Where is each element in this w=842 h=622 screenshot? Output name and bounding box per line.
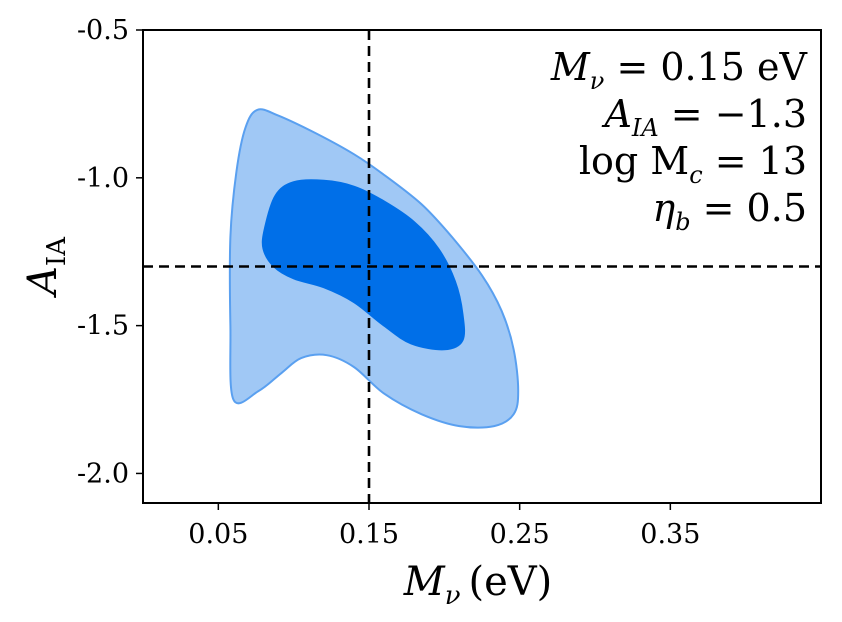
x-axis-ticks: 0.05 0.15 0.25 0.35: [188, 503, 700, 550]
contour-layer: [228, 108, 520, 429]
contour-inner: [261, 179, 466, 351]
y-axis-label: AIA: [20, 236, 72, 299]
x-tick-label: 0.15: [339, 519, 399, 550]
y-tick-label: -1.5: [77, 311, 129, 342]
annotation-line: AIA = −1.3: [601, 92, 807, 142]
x-axis-label: Mν (eV): [403, 559, 553, 611]
x-tick-label: 0.35: [640, 519, 700, 550]
y-tick-label: -0.5: [77, 15, 129, 46]
annotation-line: ηb = 0.5: [652, 186, 807, 236]
annotation-line: Mν = 0.15 eV: [550, 45, 808, 95]
x-tick-label: 0.05: [188, 519, 248, 550]
annotation-line: log Mc = 13: [579, 139, 807, 189]
y-axis-ticks: -0.5 -1.0 -1.5 -2.0: [77, 15, 143, 489]
x-tick-label: 0.25: [490, 519, 550, 550]
fiducial-lines: [143, 30, 821, 503]
plot-frame: [142, 29, 822, 504]
y-tick-label: -2.0: [77, 458, 129, 489]
y-tick-label: -1.0: [77, 163, 129, 194]
